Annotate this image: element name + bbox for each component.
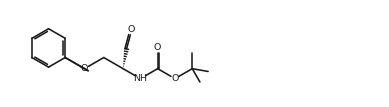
- Text: O: O: [81, 64, 88, 73]
- Text: NH: NH: [133, 74, 147, 83]
- Text: O: O: [154, 43, 161, 52]
- Text: O: O: [127, 25, 135, 34]
- Text: O: O: [171, 74, 179, 83]
